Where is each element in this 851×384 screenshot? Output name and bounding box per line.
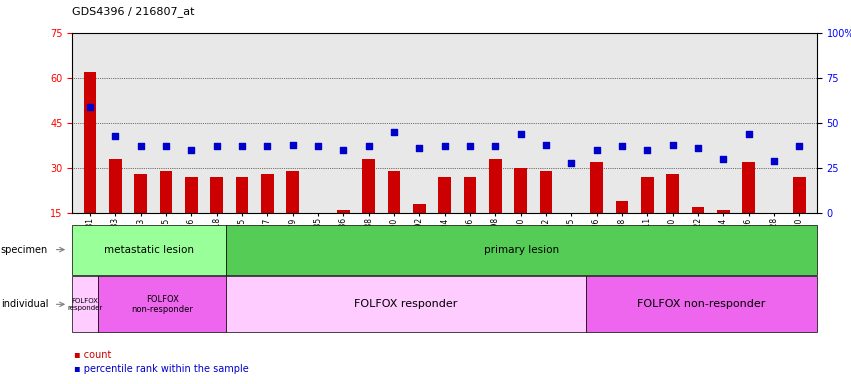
Bar (742, 162, 755, 213)
Bar (540, 171, 552, 213)
Bar (109, 159, 122, 213)
Point (665, 141, 679, 147)
Point (641, 147, 654, 153)
Point (488, 143, 502, 149)
Bar (717, 210, 729, 213)
Bar (692, 207, 705, 213)
Point (413, 145, 426, 151)
Point (564, 159, 578, 166)
Bar (615, 201, 628, 213)
Text: GDS4396 / 216807_at: GDS4396 / 216807_at (72, 6, 195, 17)
Text: FOLFOX non-responder: FOLFOX non-responder (637, 299, 766, 310)
Point (540, 141, 553, 147)
Point (210, 143, 224, 149)
Bar (438, 177, 451, 213)
Text: individual: individual (1, 299, 49, 310)
Point (463, 143, 477, 149)
Point (185, 147, 198, 153)
Bar (83, 72, 96, 213)
Point (362, 143, 375, 149)
Point (742, 131, 756, 137)
Bar (363, 159, 375, 213)
Bar (388, 171, 400, 213)
Point (159, 143, 173, 149)
Text: FOLFOX
responder: FOLFOX responder (67, 298, 103, 311)
Bar (286, 171, 299, 213)
Bar (793, 177, 806, 213)
Point (514, 131, 528, 137)
Text: metastatic lesion: metastatic lesion (105, 245, 194, 255)
Text: FOLFOX
non-responder: FOLFOX non-responder (131, 295, 193, 314)
Point (134, 143, 147, 149)
Bar (464, 177, 477, 213)
Point (792, 143, 806, 149)
Point (235, 143, 248, 149)
Text: specimen: specimen (1, 245, 49, 255)
Bar (641, 177, 654, 213)
Text: primary lesion: primary lesion (484, 245, 559, 255)
Point (691, 145, 705, 151)
Text: ▪ count: ▪ count (74, 350, 111, 360)
Point (336, 147, 350, 153)
Bar (134, 174, 147, 213)
Point (83, 104, 97, 110)
Point (387, 129, 401, 135)
Point (109, 132, 123, 139)
Point (260, 143, 274, 149)
Point (286, 141, 300, 147)
Point (311, 143, 325, 149)
Bar (337, 210, 350, 213)
Bar (591, 162, 603, 213)
Bar (261, 174, 274, 213)
Point (767, 158, 780, 164)
Point (717, 156, 730, 162)
Text: FOLFOX responder: FOLFOX responder (355, 299, 458, 310)
Text: ▪ percentile rank within the sample: ▪ percentile rank within the sample (74, 364, 248, 374)
Bar (185, 177, 197, 213)
Point (590, 147, 603, 153)
Bar (160, 171, 173, 213)
Bar (666, 174, 679, 213)
Bar (489, 159, 501, 213)
Bar (210, 177, 223, 213)
Point (615, 143, 629, 149)
Bar (413, 204, 426, 213)
Bar (514, 168, 527, 213)
Bar (236, 177, 248, 213)
Point (437, 143, 451, 149)
